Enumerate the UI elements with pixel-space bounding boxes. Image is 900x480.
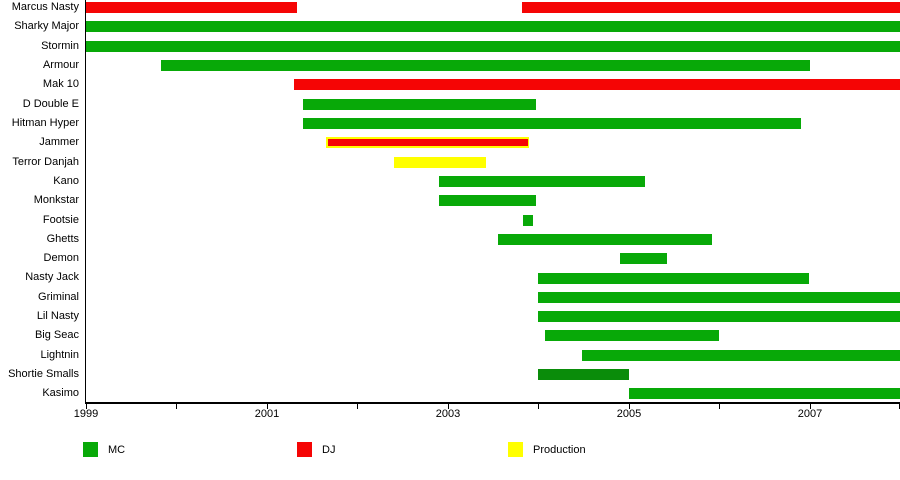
x-axis-tick-label: 1999	[73, 408, 99, 420]
row-label: Kano	[53, 174, 79, 187]
x-axis-tick	[719, 404, 720, 409]
x-axis-tick-label: 2005	[616, 408, 642, 420]
row-label: Mak 10	[42, 78, 79, 91]
legend-item: DJ	[297, 442, 417, 458]
row-label: Big Seac	[34, 329, 79, 342]
x-axis-tick	[176, 404, 177, 409]
timeline-bar-mc	[303, 117, 802, 129]
x-axis-tick	[86, 404, 87, 409]
row-label: Griminal	[38, 290, 79, 303]
legend-swatch	[83, 442, 98, 457]
timeline-bar-mc	[438, 195, 537, 207]
row-label: Lightnin	[40, 348, 79, 361]
timeline-bar-mc	[619, 253, 667, 265]
row-label: Ghetts	[46, 232, 79, 245]
timeline-bar-mc	[538, 311, 900, 323]
legend-item: Production	[508, 442, 628, 458]
row-label: Kasimo	[42, 387, 79, 400]
row-label: Shortie Smalls	[8, 368, 79, 381]
row-label: Hitman Hyper	[11, 116, 79, 129]
x-axis-tick	[538, 404, 539, 409]
row-label: Demon	[43, 252, 79, 265]
x-axis-tick	[629, 404, 630, 409]
timeline-bar-dj	[86, 2, 297, 13]
legend-swatch	[297, 442, 312, 457]
timeline-bar-dj	[521, 2, 900, 13]
legend-label: MC	[108, 444, 126, 456]
timeline-bar-mc	[86, 21, 900, 33]
row-label: Terror Danjah	[12, 155, 79, 168]
x-axis-tick-label: 2007	[797, 408, 823, 420]
timeline-bar-mc	[303, 98, 537, 110]
row-label: Lil Nasty	[36, 310, 79, 323]
y-axis-line	[85, 0, 86, 403]
timeline-bar-dj	[327, 139, 529, 147]
row-label: Marcus Nasty	[11, 1, 79, 13]
legend-item: MC	[83, 442, 203, 458]
legend-label: DJ	[322, 444, 336, 456]
x-axis-tick	[267, 404, 268, 409]
x-axis-tick	[810, 404, 811, 409]
timeline-bar-mc	[522, 214, 533, 226]
legend-swatch	[508, 442, 523, 457]
timeline-bar-mc	[538, 272, 810, 284]
row-label: Nasty Jack	[25, 271, 79, 284]
timeline-bar-mc	[581, 349, 900, 361]
timeline-bar-mc	[161, 60, 810, 71]
timeline-bar-mc	[544, 330, 720, 342]
legend-label: Production	[533, 444, 586, 456]
timeline-bar-mc	[538, 369, 629, 381]
row-label: Sharky Major	[14, 20, 79, 33]
timeline-bar-mc	[438, 175, 645, 187]
x-axis-tick-label: 2003	[435, 408, 461, 420]
timeline-bar-mc	[498, 233, 712, 245]
x-axis-tick	[357, 404, 358, 409]
row-label: D Double E	[22, 97, 79, 110]
row-label: Jammer	[39, 136, 79, 149]
x-axis-line	[85, 402, 900, 404]
timeline-bar-mc	[628, 388, 900, 400]
x-axis-tick-label: 2001	[254, 408, 280, 420]
timeline-bar-mc	[538, 291, 900, 303]
timeline-bar-dj	[294, 79, 900, 91]
row-label: Stormin	[41, 39, 79, 52]
row-label: Armour	[42, 58, 79, 71]
timeline-bar-production	[393, 156, 486, 168]
row-label: Monkstar	[33, 194, 79, 207]
timeline-bar-mc	[86, 40, 900, 52]
x-axis-tick	[448, 404, 449, 409]
row-label: Footsie	[42, 213, 79, 226]
